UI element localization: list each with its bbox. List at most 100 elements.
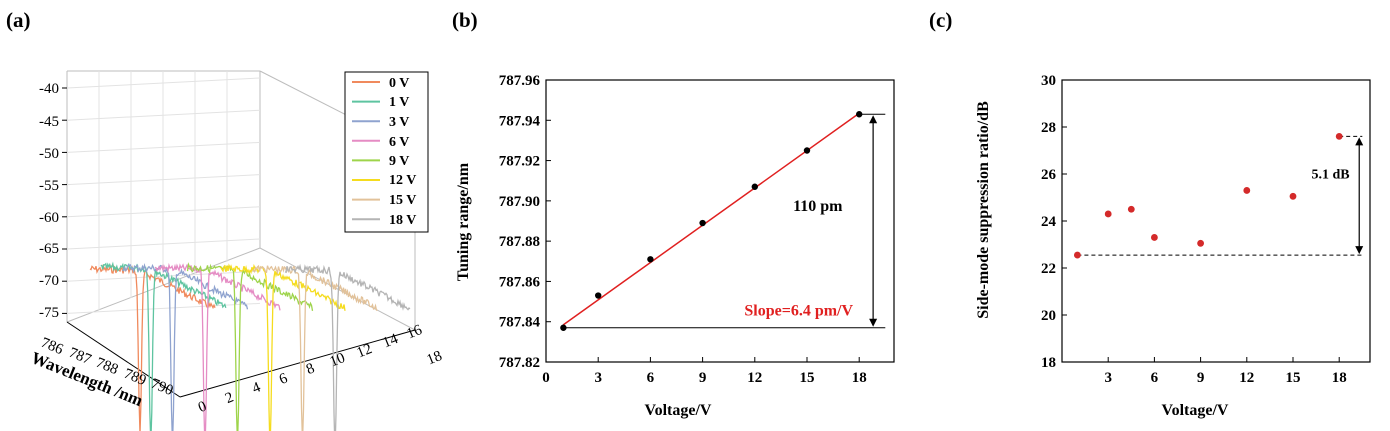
data-points <box>560 111 863 331</box>
voltage-axis-line <box>179 329 416 398</box>
y-tick-label: 787.82 <box>499 355 540 371</box>
wavelength-tick-label: 790 <box>149 376 176 399</box>
x-tick-label: 9 <box>1197 370 1205 386</box>
z-tick-label: -50 <box>39 146 59 162</box>
spectrum-trace <box>154 262 281 431</box>
data-point <box>1289 192 1297 200</box>
panel-c-label: (c) <box>929 8 952 32</box>
spectra <box>89 261 411 431</box>
panel-b-label: (b) <box>452 8 478 32</box>
range-annotation <box>563 113 886 329</box>
legend-label: 12 V <box>389 173 416 188</box>
plot-frame <box>1061 79 1371 363</box>
data-point <box>1197 239 1204 247</box>
voltage-tick-label: 10 <box>328 350 348 370</box>
legend-label: 3 V <box>389 115 409 130</box>
data-point <box>1335 133 1343 140</box>
voltage-tick-labels: 0 2 4 6 8 10 12 14 16 18 <box>196 322 444 416</box>
z-tick-label: -65 <box>39 241 59 257</box>
fit-line-segment <box>562 112 860 326</box>
data-point <box>751 183 758 190</box>
wavelength-tick-label: 786 <box>39 335 66 358</box>
x-axis-title: Voltage/V <box>645 402 712 419</box>
spectrum-trace <box>284 263 411 431</box>
x-tick-label: 18 <box>852 370 867 386</box>
y-tick-label: 787.96 <box>499 73 541 89</box>
x-tick-label: 6 <box>1151 370 1159 386</box>
z-tick-label: -75 <box>39 305 59 321</box>
y-tick-label: 22 <box>1041 261 1056 277</box>
slope-annotation-text: Slope=6.4 pm/V <box>744 303 853 320</box>
x-tick-label: 3 <box>594 370 602 386</box>
wavelength-axis-line <box>66 321 181 398</box>
voltage-tick-label: 2 <box>223 389 236 407</box>
data-point <box>803 147 811 154</box>
y-tick-label: 787.86 <box>499 274 541 290</box>
voltage-tick-label: 16 <box>405 322 425 343</box>
voltage-tick-label: 12 <box>355 341 375 361</box>
data-point <box>699 219 706 227</box>
data-point <box>1104 210 1112 218</box>
y-tick-label: 26 <box>1041 167 1057 183</box>
delta-annotation <box>1077 135 1364 256</box>
y-tick-label: 787.88 <box>499 234 540 250</box>
x-tick-label: 6 <box>647 370 655 386</box>
data-point <box>1151 234 1158 241</box>
voltage-tick-label: 4 <box>250 379 263 397</box>
data-point <box>560 324 567 331</box>
data-points <box>1074 133 1343 259</box>
range-arrow-head <box>869 318 878 327</box>
z-tick-label: -45 <box>39 114 59 130</box>
range-annotation-text: 110 pm <box>793 198 843 215</box>
legend-label: 0 V <box>389 76 409 91</box>
panel-a-label: (a) <box>6 8 31 32</box>
axes-grid <box>66 71 261 314</box>
y-tick-label: 787.92 <box>499 154 540 170</box>
y-tick-label: 20 <box>1041 308 1056 324</box>
z-tick-labels: -40 -45 -50 -55 -60 -65 -70 -75 <box>39 81 59 321</box>
delta-arrow-head <box>1355 137 1364 146</box>
legend-label: 18 V <box>389 213 416 228</box>
spectrum-trace <box>122 262 249 431</box>
voltage-tick-label: 6 <box>277 370 290 388</box>
voltage-tick-label: 0 <box>196 398 209 416</box>
panel-a-chart: (a) -40 -45 -50 -55 -60 -65 -70 -75 786 … <box>6 8 444 431</box>
data-point <box>1127 205 1135 213</box>
panel-c-chart: (c) 3 6 9 12 15 18 18 20 22 24 26 28 30 5.1 dB Volt… <box>929 8 1371 419</box>
voltage-tick-label: 14 <box>381 331 401 352</box>
y-tick-label: 787.90 <box>499 194 540 210</box>
spectrum-trace <box>186 262 314 431</box>
range-arrow-head <box>869 115 878 124</box>
spectrum-trace <box>252 264 378 431</box>
legend-label: 6 V <box>389 135 409 150</box>
axes-ticks <box>62 87 416 398</box>
y-tick-label: 787.84 <box>499 315 541 331</box>
x-tick-label: 12 <box>747 370 762 386</box>
z-tick-label: -55 <box>39 178 59 194</box>
y-tick-label: 18 <box>1041 355 1056 371</box>
panel-b-chart: (b) 0 3 6 9 12 15 18 787.82 787.84 787.86 787.88 7… <box>452 8 895 419</box>
data-point <box>1243 187 1251 194</box>
delta-arrow-head <box>1355 246 1364 255</box>
z-tick-label: -40 <box>39 81 59 97</box>
x-tick-label: 12 <box>1239 370 1254 386</box>
plot-axes <box>545 79 895 363</box>
y-tick-label: 787.94 <box>499 113 541 129</box>
spectrum-trace <box>100 261 227 431</box>
y-axis-title: Tuning range/nm <box>455 162 472 281</box>
x-tick-label: 18 <box>1332 370 1347 386</box>
data-point <box>1074 251 1081 259</box>
y-tick-label: 30 <box>1041 73 1056 89</box>
x-tick-label: 9 <box>699 370 707 386</box>
wavelength-tick-label: 787 <box>67 345 94 368</box>
spectrum-trace <box>219 263 346 431</box>
legend: 0 V 1 V 3 V 6 V 9 V 12 V 15 V 18 V <box>344 71 429 233</box>
legend-label: 9 V <box>389 154 409 169</box>
x-tick-label: 15 <box>800 370 815 386</box>
plot-frame <box>545 79 895 363</box>
x-tick-label: 15 <box>1286 370 1301 386</box>
voltage-tick-label: 18 <box>425 348 445 368</box>
y-axis-title: Side-mode suppression ratio/dB <box>975 101 992 319</box>
legend-label: 1 V <box>389 95 409 110</box>
x-tick-label: 3 <box>1104 370 1112 386</box>
